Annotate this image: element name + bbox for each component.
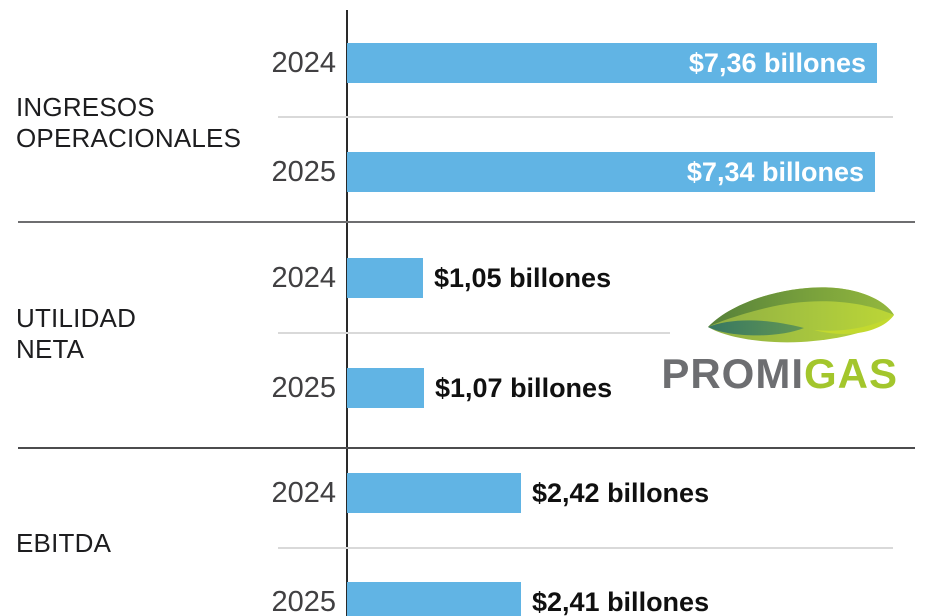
row-separator-line [278,547,893,549]
bar-2024-ebitda [347,473,521,513]
category-label-ebitda: EBITDA [16,528,112,558]
bar-2024-ingresos: $7,36 billones [347,43,877,83]
chart-baseline-axis [346,10,348,616]
promigas-leaf-wave-icon [708,287,894,343]
value-label: $1,07 billones [435,372,613,403]
value-label: $2,41 billones [532,586,710,616]
year-label-2024: 2024 [271,46,336,79]
category-label-ingresos-operacionales: INGRESOS OPERACIONALES [16,92,242,153]
value-label: $1,05 billones [434,262,612,293]
bar-2025-ingresos: $7,34 billones [347,152,875,192]
value-label: $7,36 billones [688,47,866,78]
year-label-2025: 2025 [271,155,336,188]
bar-2025-ebitda [347,582,521,616]
row-separator-line [278,332,670,334]
logo-text-promi: PROMI [661,350,804,397]
year-label-2025: 2025 [271,585,336,616]
section-separator-line [18,447,915,449]
row-separator-line [278,116,893,118]
year-label-2025: 2025 [271,371,336,404]
section-separator-line [18,221,915,223]
logo-text-gas: GAS [803,350,898,397]
category-label-utilidad-neta: UTILIDAD NETA [16,303,137,364]
year-label-2024: 2024 [271,261,336,294]
bar-2025-utilidad [347,368,424,408]
value-label: $7,34 billones [686,156,864,187]
bar-2024-utilidad [347,258,423,298]
promigas-logo: PROMIGAS [648,278,898,398]
value-label: $2,42 billones [532,477,710,508]
promigas-wordmark: PROMIGAS [648,350,898,398]
year-label-2024: 2024 [271,476,336,509]
